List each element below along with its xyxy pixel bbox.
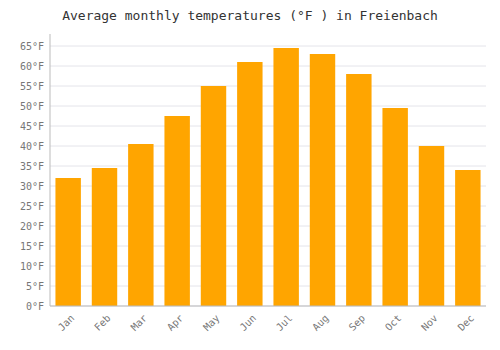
y-tick-label: 15°F: [20, 241, 44, 252]
y-tick-label: 20°F: [20, 221, 44, 232]
x-axis-line: [50, 306, 486, 307]
chart-container: Average monthly temperatures (°F ) in Fr…: [0, 0, 500, 350]
y-tick-label: 40°F: [20, 141, 44, 152]
grid-line: [50, 106, 486, 107]
grid: [50, 46, 486, 306]
grid-line: [50, 86, 486, 87]
x-tick-label: Oct: [383, 312, 404, 333]
y-tick-label: 45°F: [20, 121, 44, 132]
bar: [237, 62, 262, 306]
bar: [310, 54, 335, 306]
x-tick-label: Feb: [92, 312, 113, 333]
y-tick-label: 55°F: [20, 81, 44, 92]
bar: [164, 116, 189, 306]
bar: [92, 168, 117, 306]
x-tick-label: Apr: [165, 312, 186, 333]
bar: [346, 74, 371, 306]
x-tick-label: Nov: [419, 312, 440, 333]
bar: [382, 108, 407, 306]
bar: [128, 144, 153, 306]
grid-line: [50, 126, 486, 127]
bar: [455, 170, 480, 306]
y-tick-label: 50°F: [20, 101, 44, 112]
x-tick-label: Mar: [129, 312, 150, 333]
y-axis: 0°F 5°F 10°F 15°F 20°F 25°F 30°F 35°F 40°F 45°F 50…: [20, 34, 50, 312]
y-tick-label: 60°F: [20, 61, 44, 72]
y-tick-label: 25°F: [20, 201, 44, 212]
y-tick-label: 5°F: [26, 281, 44, 292]
bar: [55, 178, 80, 306]
y-tick-label: 65°F: [20, 41, 44, 52]
chart: Average monthly temperatures (°F ) in Fr…: [0, 0, 500, 350]
y-tick-label: 35°F: [20, 161, 44, 172]
y-axis-line: [50, 34, 51, 306]
x-tick-label: Jun: [238, 312, 259, 333]
y-tick-label: 0°F: [26, 301, 44, 312]
chart-title: Average monthly temperatures (°F ) in Fr…: [62, 8, 438, 23]
grid-line: [50, 46, 486, 47]
x-tick-label: Jul: [274, 312, 295, 333]
y-tick-label: 10°F: [20, 261, 44, 272]
y-tick-label: 30°F: [20, 181, 44, 192]
x-tick-label: Jan: [56, 312, 77, 333]
x-tick-label: Dec: [456, 312, 477, 333]
bar: [273, 48, 298, 306]
x-tick-label: Aug: [310, 312, 331, 333]
bar: [419, 146, 444, 306]
x-axis: Jan Feb Mar Apr May Jun Jul Aug Sep Oct Nov Dec: [50, 306, 486, 333]
x-tick-label: May: [201, 312, 222, 333]
bar: [201, 86, 226, 306]
x-tick-label: Sep: [347, 312, 368, 333]
grid-line: [50, 66, 486, 67]
bars: [55, 48, 480, 306]
grid-line: [50, 306, 486, 307]
